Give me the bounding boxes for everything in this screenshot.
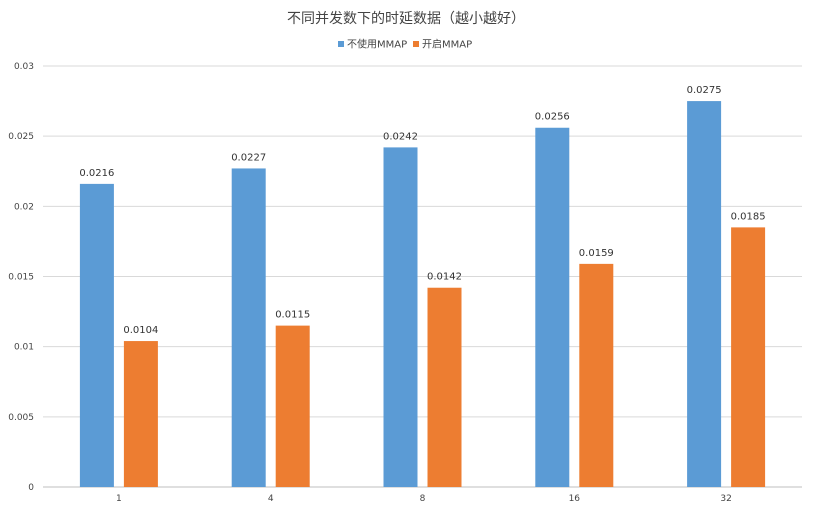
x-tick-label: 32 bbox=[720, 494, 731, 504]
bar-no-mmap-32 bbox=[687, 101, 722, 487]
x-tick-label: 16 bbox=[569, 494, 581, 504]
bar-no-mmap-8 bbox=[383, 147, 418, 488]
legend-swatch bbox=[338, 41, 344, 47]
y-tick-label: 0.03 bbox=[14, 62, 34, 72]
bars bbox=[79, 101, 766, 488]
legend-label: 开启MMAP bbox=[422, 38, 472, 51]
data-label: 0.0115 bbox=[275, 310, 310, 321]
legend: 不使用MMAP 开启MMAP bbox=[338, 38, 472, 51]
legend-label: 不使用MMAP bbox=[347, 38, 407, 51]
bar-mmap-32 bbox=[731, 227, 766, 487]
data-label: 0.0185 bbox=[731, 211, 766, 222]
data-label: 0.0104 bbox=[123, 325, 158, 336]
bar-no-mmap-1 bbox=[79, 183, 114, 487]
y-tick-label: 0.005 bbox=[8, 413, 34, 423]
y-tick-label: 0.015 bbox=[8, 273, 34, 283]
x-tick-label: 4 bbox=[268, 494, 274, 504]
legend-swatch bbox=[413, 41, 419, 47]
bar-mmap-8 bbox=[427, 287, 462, 487]
bar-mmap-1 bbox=[123, 341, 158, 487]
y-tick-label: 0.01 bbox=[14, 343, 34, 353]
x-axis-ticks: 1 4 8 16 32 bbox=[116, 494, 732, 504]
data-label: 0.0242 bbox=[383, 131, 418, 142]
bar-no-mmap-16 bbox=[535, 127, 570, 487]
gridlines bbox=[43, 65, 802, 488]
y-tick-label: 0.025 bbox=[8, 132, 34, 142]
data-label: 0.0256 bbox=[535, 112, 570, 123]
data-label: 0.0159 bbox=[579, 248, 614, 259]
y-tick-label: 0.02 bbox=[14, 202, 34, 212]
data-label: 0.0227 bbox=[231, 152, 266, 163]
data-label: 0.0142 bbox=[427, 272, 462, 283]
data-label: 0.0216 bbox=[79, 168, 114, 179]
data-label: 0.0275 bbox=[687, 85, 722, 96]
x-tick-label: 1 bbox=[116, 494, 122, 504]
y-tick-label: 0 bbox=[28, 483, 34, 493]
bar-mmap-4 bbox=[275, 325, 310, 487]
data-labels: 0.0216 0.0104 0.0227 0.0115 0.0242 0.0142 0.02… bbox=[79, 85, 765, 336]
bar-no-mmap-4 bbox=[231, 168, 266, 487]
bar-mmap-16 bbox=[579, 263, 614, 487]
chart-title: 不同并发数下的时延数据（越小越好） bbox=[287, 11, 525, 27]
y-axis-ticks: 0 0.005 0.01 0.015 0.02 0.025 0.03 bbox=[8, 62, 34, 493]
x-tick-label: 8 bbox=[420, 494, 426, 504]
